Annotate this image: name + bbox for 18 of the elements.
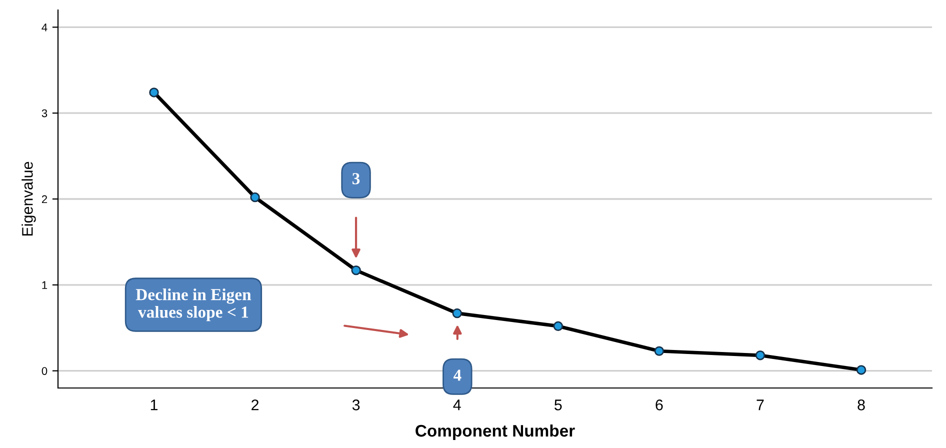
annotation: 3 xyxy=(352,173,360,184)
x-tick-label: 6 xyxy=(656,400,663,410)
x-tick-label: 7 xyxy=(756,400,764,410)
x-tick-label: 2 xyxy=(252,400,259,410)
x-tick-label: 8 xyxy=(858,400,865,410)
x-tick-label: 5 xyxy=(554,400,562,410)
y-tick-label: 4 xyxy=(42,24,48,32)
y-tick-label: 3 xyxy=(42,109,48,118)
x-tick-label: 3 xyxy=(352,400,360,410)
y-tick-label: 2 xyxy=(42,195,48,204)
x-axis-title: Component Number xyxy=(416,424,575,440)
annotation: 4 xyxy=(453,370,462,381)
x-tick-label: 4 xyxy=(453,400,461,410)
y-tick-label: 0 xyxy=(42,367,48,375)
annotation: Decline in Eigen values slope < 1 xyxy=(136,288,252,322)
x-tick-label: 1 xyxy=(150,400,158,410)
y-tick-label: 1 xyxy=(42,281,48,289)
y-axis-title: Eigenvalue xyxy=(22,162,36,236)
